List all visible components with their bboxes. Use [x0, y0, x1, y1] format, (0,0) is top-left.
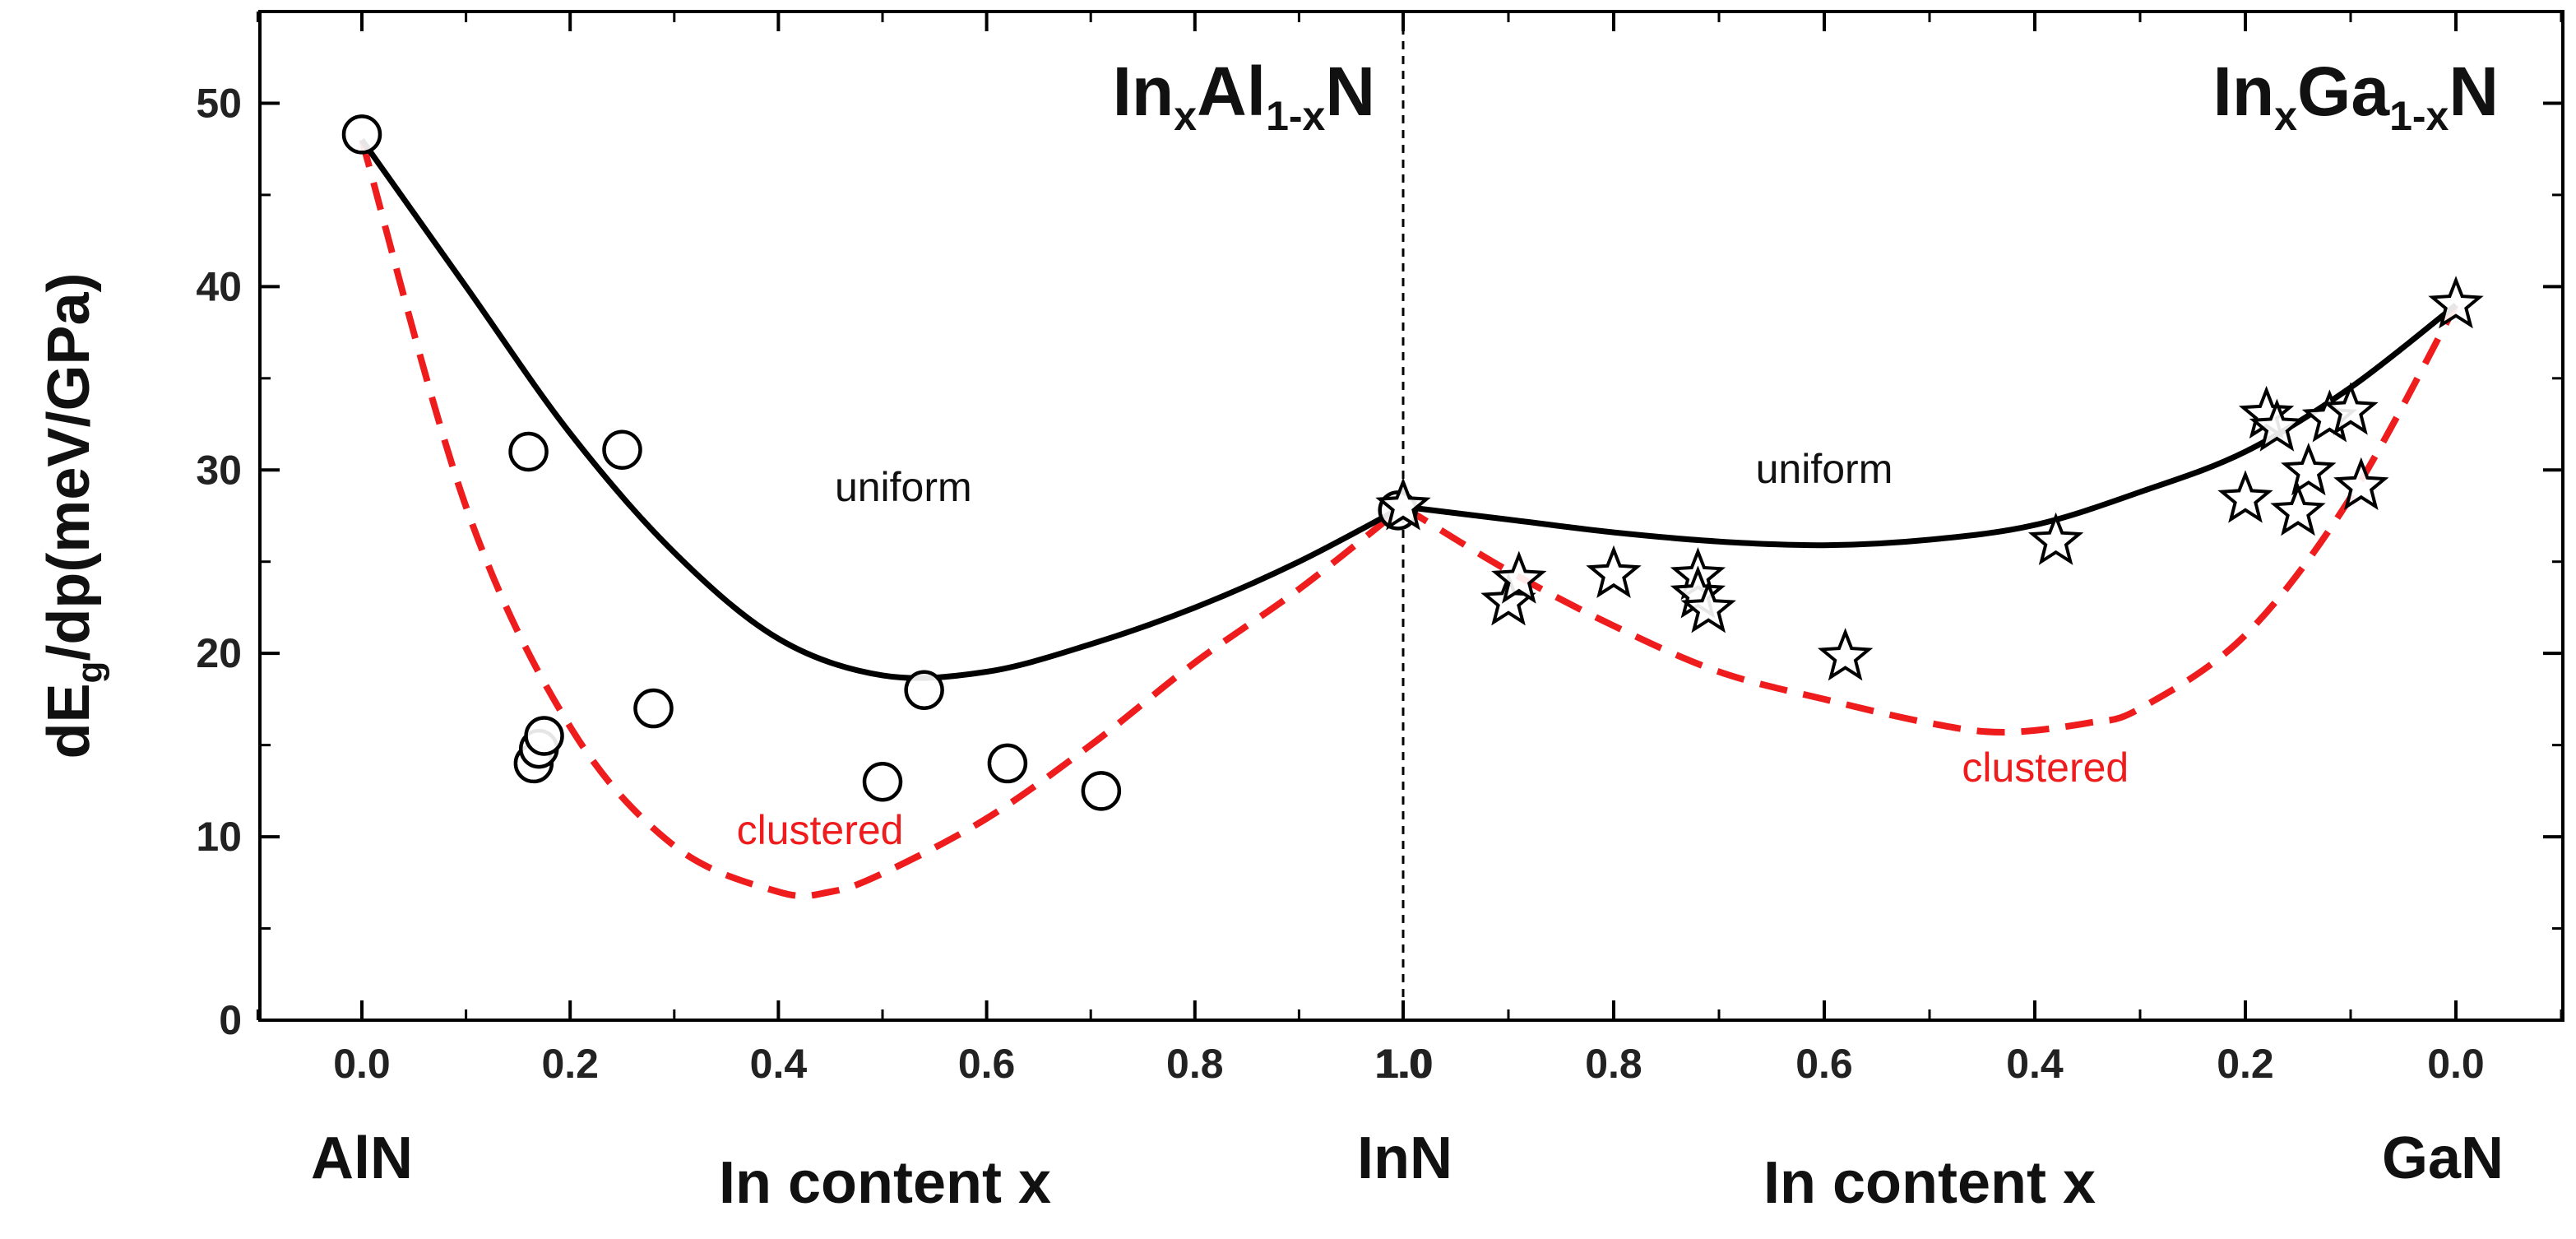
x-tick-label: 0.8: [1166, 1041, 1224, 1087]
y-tick-label: 50: [196, 80, 242, 126]
x-tick-label: 0.2: [541, 1041, 599, 1087]
x-tick-label: 0.4: [750, 1041, 808, 1087]
data-point-star: [2249, 398, 2305, 452]
data-markers: [341, 114, 2484, 811]
y-tick-label: 30: [196, 447, 242, 493]
data-point-circle: [633, 688, 674, 729]
end-label-gan: GaN: [2382, 1125, 2504, 1191]
x-tick-label: 1.0: [1374, 1041, 1432, 1087]
x-tick-label: 0.4: [2006, 1041, 2064, 1087]
panel-title-ingan: InxGa1-xN: [2213, 53, 2499, 139]
y-tick-label: 40: [196, 263, 242, 309]
center-label-inn: InN: [1357, 1125, 1452, 1191]
data-point-circle: [1081, 771, 1122, 811]
y-tick-label: 10: [196, 814, 242, 860]
x-axis-label-right: In content x: [1763, 1150, 2096, 1216]
x-axis-label-left: In content x: [719, 1150, 1051, 1216]
data-point-star: [1375, 477, 1431, 531]
data-point-circle: [862, 761, 903, 802]
data-point-circle: [987, 743, 1028, 784]
y-tick-label: 20: [196, 630, 242, 676]
y-axis-label-subscript: g: [70, 661, 110, 684]
y-axis-label: dEg/dp(meV/GPa): [36, 273, 110, 759]
data-point-circle: [508, 431, 549, 472]
data-point-star: [2428, 276, 2484, 329]
x-axis-right: 1.0 0.8 0.6 0.4 0.2 0.0: [1374, 12, 2563, 1087]
x-tick-label: 0.0: [333, 1041, 391, 1087]
x-axis-left: 0.0 0.2 0.4 0.6 0.8 1.0: [256, 12, 1434, 1087]
y-axis: 0 10 20 30 40 50: [196, 80, 2563, 1043]
x-tick-label: 0.8: [1585, 1041, 1642, 1087]
curve-uniform: [359, 137, 1405, 681]
annotation-clustered: clustered: [737, 807, 904, 853]
data-point-star: [2027, 512, 2084, 565]
data-point-star: [2323, 382, 2379, 435]
data-point-circle: [341, 114, 382, 155]
annotation-clustered: clustered: [1962, 745, 2129, 791]
annotation-uniform: uniform: [1756, 446, 1893, 492]
x-tick-label: 0.6: [958, 1041, 1016, 1087]
data-point-star: [1817, 628, 1874, 681]
data-point-star: [1680, 580, 1736, 633]
data-point-star: [1491, 550, 1547, 604]
x-tick-label: 1.0: [1376, 1041, 1434, 1087]
x-tick-label: 0.2: [2217, 1041, 2274, 1087]
annotation-uniform: uniform: [835, 464, 972, 510]
data-point-star: [2270, 482, 2326, 536]
data-point-star: [2281, 442, 2337, 496]
data-point-star: [2217, 470, 2273, 523]
data-point-circle: [602, 429, 642, 471]
curve-clustered: [359, 138, 1406, 900]
data-point-circle: [524, 716, 564, 756]
x-tick-label: 0.0: [2427, 1041, 2485, 1087]
curve-clustered: [1401, 303, 2459, 736]
plot-frame: [258, 10, 2564, 1022]
data-point-circle: [904, 670, 944, 711]
curve-annotations: uniform clustered uniform clustered: [737, 446, 2129, 853]
end-label-aln: AlN: [311, 1125, 413, 1191]
y-tick-label: 0: [219, 997, 242, 1043]
x-tick-label: 0.6: [1795, 1041, 1853, 1087]
data-point-star: [1586, 545, 1642, 599]
data-point-star: [2333, 457, 2389, 511]
panel-title-inaln: InxAl1-xN: [1113, 53, 1375, 139]
